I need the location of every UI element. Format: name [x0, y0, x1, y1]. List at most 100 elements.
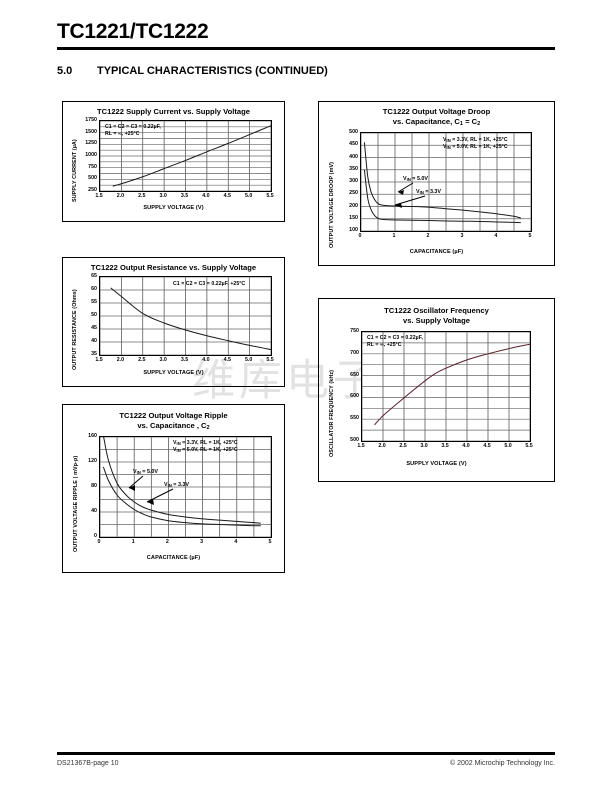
- curve-annotation-3v3: VIN = 3.3V: [416, 189, 442, 195]
- x-tick-label: 2.0: [116, 357, 125, 363]
- y-tick-label: 45: [91, 325, 97, 331]
- y-tick-label: 60: [91, 286, 97, 292]
- y-tick-label: 250: [88, 187, 97, 193]
- chart-title-line2: vs. Supply Voltage: [403, 316, 470, 325]
- chart-xlabel: CAPACITANCE (µF): [146, 555, 201, 561]
- y-tick-label: 65: [91, 273, 97, 279]
- y-tick-label: 650: [350, 371, 359, 378]
- y-tick-label: 1250: [85, 140, 97, 147]
- page-title: TC1221/TC1222: [57, 20, 209, 43]
- footer-rule: [57, 752, 555, 755]
- y-tick-label: 550: [350, 415, 359, 422]
- chart-title: TC1222 Output Resistance vs. Supply Volt…: [90, 263, 257, 272]
- y-tick-label: 35: [91, 351, 97, 357]
- y-tick-label: 0: [94, 533, 97, 539]
- x-tick-label: 4.0: [462, 443, 470, 449]
- footer-right: © 2002 Microchip Technology Inc.: [449, 760, 555, 767]
- x-tick-label: 3.0: [420, 443, 428, 449]
- y-tick-label: 150: [349, 214, 358, 221]
- x-tick-label: 3.0: [159, 357, 167, 363]
- x-tick-label: 5.0: [244, 193, 253, 199]
- chart-title-line1: TC1222 Output Voltage Droop: [382, 107, 491, 116]
- x-tick-label: 4.5: [223, 193, 231, 199]
- y-tick-label: 750: [350, 328, 359, 334]
- section-number: 5.0: [57, 65, 73, 77]
- note-line-2: VIN = 5.0V, RL = 1K, +25°C: [443, 144, 508, 151]
- x-tick-label: 4: [494, 233, 498, 239]
- y-tick-label: 100: [349, 227, 358, 233]
- plot-area: [99, 276, 272, 356]
- y-tick-label: 40: [91, 338, 97, 344]
- series-oscillator-frequency: [374, 343, 530, 426]
- chart-title-line2: vs. Capacitance , C2: [137, 420, 210, 431]
- chart-panel-supply-current: TC1222 Supply Current vs. Supply Voltage…: [62, 101, 285, 222]
- y-tick-label: 250: [349, 190, 358, 197]
- series-supply-current: [112, 125, 271, 187]
- x-tick-label: 1: [131, 539, 135, 545]
- x-tick-label: 5.5: [266, 193, 274, 199]
- x-tick-label: 2.0: [116, 193, 125, 199]
- y-tick-label: 55: [91, 299, 97, 305]
- curve-annotation-5v: VIN = 5.0V: [133, 469, 159, 475]
- curve-annotation-5v: VIN = 5.0V: [403, 176, 429, 182]
- x-tick-label: 5: [268, 539, 272, 545]
- x-tick-label: 5.0: [244, 357, 253, 363]
- x-tick-label: 1.5: [95, 193, 103, 199]
- plot-area: [360, 132, 532, 232]
- series-vin-5-0v: [103, 437, 261, 524]
- y-tick-label: 350: [349, 165, 358, 172]
- chart-note: C1 = C2 = C3 = 0.22µF, +25°C: [173, 281, 246, 287]
- y-tick-label: 300: [349, 178, 358, 184]
- y-tick-label: 600: [350, 393, 359, 400]
- y-tick-label: 700: [350, 349, 359, 356]
- chart-note: C1 = C2 = C3 = 0.22µF, RL = ∞, +25°C: [367, 335, 423, 349]
- chart-note: VIN = 3.3V, RL = 1K, +25°C VIN = 5.0V, R…: [173, 440, 238, 454]
- y-tick-label: 80: [91, 483, 97, 489]
- x-tick-label: 3.5: [180, 193, 189, 199]
- x-tick-label: 4.0: [202, 193, 210, 199]
- series-vin-5-0v: [363, 142, 521, 219]
- y-tick-label: 120: [88, 458, 97, 464]
- y-tick-label: 1750: [85, 117, 97, 123]
- y-tick-label: 450: [349, 141, 358, 148]
- x-tick-label: 2: [426, 233, 430, 239]
- chart-title: TC1222 Supply Current vs. Supply Voltage: [96, 107, 251, 116]
- chart-panel-output-voltage-droop: TC1222 Output Voltage Droop vs. Capacita…: [318, 101, 555, 266]
- chart-title-line1: TC1222 Output Voltage Ripple: [119, 411, 228, 420]
- header-rule: [57, 47, 555, 50]
- x-tick-label: 4.5: [223, 357, 231, 363]
- y-tick-label: 500: [349, 129, 358, 135]
- x-tick-label: 4.0: [202, 357, 210, 363]
- y-tick-label: 750: [88, 163, 97, 170]
- chart-title-line2: vs. Capacitance, C1 = C2: [392, 116, 481, 127]
- x-tick-label: 5.0: [504, 443, 512, 449]
- chart-panel-output-voltage-ripple: TC1222 Output Voltage Ripple vs. Capacit…: [62, 404, 285, 573]
- x-tick-label: 0: [97, 539, 101, 545]
- series-vin-3-3v: [363, 169, 521, 224]
- chart-note: C1 = C2 = C3 = 0.22µF, RL = ∞, +25°C: [105, 124, 161, 138]
- chart-note: VIN = 3.3V, RL = 1K, +25°C VIN = 5.0V, R…: [443, 137, 508, 151]
- chart-xlabel: SUPPLY VOLTAGE (V): [143, 370, 204, 376]
- x-tick-label: 4.5: [483, 443, 491, 449]
- curve-annotation-3v3: VIN = 3.3V: [164, 482, 190, 488]
- x-tick-label: 0: [358, 233, 362, 239]
- x-tick-label: 1: [392, 233, 396, 239]
- y-tick-label: 40: [91, 508, 97, 514]
- x-tick-label: 3.0: [159, 193, 167, 199]
- plot-area: [99, 436, 272, 538]
- x-tick-label: 1.5: [357, 443, 365, 449]
- plot-area: [361, 331, 531, 442]
- series-output-resistance: [110, 287, 271, 351]
- y-tick-label: 50: [91, 312, 97, 318]
- y-tick-label: 1000: [85, 152, 97, 158]
- x-tick-label: 3.5: [441, 443, 449, 449]
- y-tick-label: 400: [349, 153, 358, 160]
- chart-ylabel: OSCILLATOR FREQUENCY (kHz): [329, 369, 335, 457]
- x-tick-label: 5.5: [266, 357, 274, 363]
- x-tick-label: 2: [165, 539, 169, 545]
- y-tick-label: 160: [88, 433, 97, 439]
- x-tick-label: 3: [460, 233, 464, 239]
- chart-title-line1: TC1222 Oscillator Frequency: [384, 306, 489, 315]
- chart-xlabel: CAPACITANCE (µF): [409, 249, 464, 255]
